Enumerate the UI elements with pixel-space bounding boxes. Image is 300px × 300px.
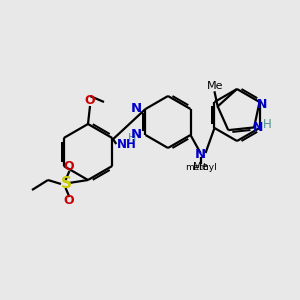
Text: N: N (257, 98, 268, 110)
Text: Me: Me (193, 162, 208, 172)
Text: N: N (130, 103, 142, 116)
Text: O: O (85, 94, 95, 106)
Text: S: S (61, 176, 71, 191)
Text: methyl: methyl (184, 163, 216, 172)
Text: H: H (128, 133, 136, 143)
Text: N: N (130, 128, 142, 142)
Text: H: H (263, 118, 272, 131)
Text: NH: NH (117, 137, 137, 151)
Text: O: O (64, 160, 74, 173)
Text: N: N (253, 121, 263, 134)
Text: O: O (64, 194, 74, 208)
Text: Me: Me (206, 81, 223, 92)
Text: N: N (195, 148, 206, 160)
